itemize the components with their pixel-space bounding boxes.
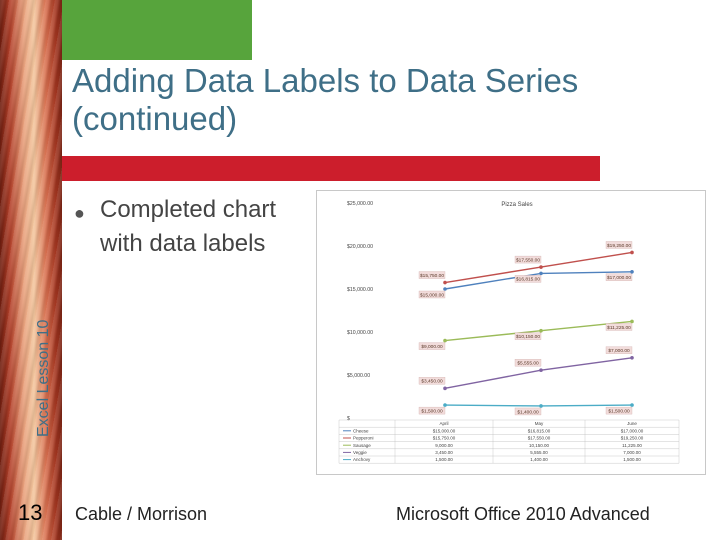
table-cell: 1,500.00	[623, 457, 641, 462]
data-label-box	[514, 407, 542, 416]
table-cell: 5,555.00	[530, 450, 548, 455]
data-label-box	[418, 342, 446, 350]
table-cell: 10,150.00	[529, 443, 550, 448]
data-label-box	[605, 241, 633, 249]
table-header: June	[627, 421, 637, 426]
table-cell: 7,000.00	[623, 450, 641, 455]
data-label-box	[418, 377, 446, 385]
data-point	[539, 368, 543, 373]
data-label-box	[418, 406, 446, 415]
table-cell: $15,750.00	[433, 436, 456, 441]
y-tick-label: $20,000.00	[347, 244, 373, 250]
red-accent-bar	[62, 156, 600, 181]
data-point	[630, 403, 634, 407]
table-cell: $15,000.00	[433, 428, 456, 433]
table-cell: 3,450.00	[435, 450, 453, 455]
data-label: $1,400.00	[517, 409, 539, 415]
table-cell: $16,815.00	[528, 428, 551, 433]
data-label: $11,225.00	[607, 325, 631, 331]
bullet-icon: ●	[74, 203, 85, 223]
data-label-box	[514, 332, 542, 340]
data-label: $19,250.00	[607, 243, 631, 249]
data-label: $1,500.00	[608, 408, 630, 414]
data-label: $15,000.00	[420, 292, 444, 298]
data-label: $15,750.00	[420, 273, 444, 279]
strip-texture	[0, 0, 62, 540]
plot-area: $15,000.00 $16,815.00 $17,000.00 $15,750.00…	[418, 241, 634, 416]
data-label: $10,150.00	[516, 334, 540, 340]
data-point	[443, 386, 447, 391]
data-label: $1,500.00	[421, 408, 443, 414]
table-header: April	[439, 421, 448, 426]
data-label-box	[605, 346, 633, 354]
data-label-box	[418, 271, 446, 279]
table-cell: 9,000.00	[435, 443, 453, 448]
data-table: April May June Cheese $15,000.00 $16,815.00 $1…	[338, 419, 680, 464]
table-cell: $17,000.00	[621, 428, 644, 433]
bullet-text: Completed chart with data labels	[100, 196, 277, 257]
decorative-strip	[0, 0, 62, 540]
slide-title: Adding Data Labels to Data Series (conti…	[72, 62, 579, 137]
y-tick-label: $5,000.00	[347, 373, 370, 379]
chart-image: Pizza Sales $25,000.00 $20,000.00 $15,000.…	[316, 190, 706, 475]
slide-number: 13	[18, 500, 43, 525]
green-accent-block	[62, 0, 252, 60]
pizza-sales-chart: Pizza Sales $25,000.00 $20,000.00 $15,000.…	[338, 201, 680, 464]
data-label: $3,450.00	[421, 379, 443, 385]
data-label-box	[418, 290, 446, 299]
data-label-box	[514, 275, 542, 283]
table-header: May	[535, 421, 544, 426]
y-tick-label: $10,000.00	[347, 330, 373, 336]
data-label-box	[605, 406, 633, 415]
y-tick-label: $15,000.00	[347, 287, 373, 293]
data-label: $16,815.00	[516, 277, 540, 283]
data-label-box	[605, 273, 633, 281]
table-cell: $19,250.00	[621, 436, 644, 441]
data-point	[443, 338, 447, 343]
data-point	[539, 265, 543, 269]
data-label-box	[514, 255, 542, 264]
data-point	[539, 271, 543, 276]
data-point	[443, 280, 447, 285]
data-point	[443, 403, 447, 407]
table-cell: $17,550.00	[528, 436, 551, 441]
data-point	[630, 319, 634, 324]
data-label: $17,550.00	[516, 257, 540, 263]
data-label: $7,000.00	[608, 348, 630, 354]
table-row-name: Cheese	[353, 428, 369, 433]
y-axis-labels: $25,000.00 $20,000.00 $15,000.00 $10,000.00…	[347, 201, 373, 422]
table-row-name: Pepperoni	[353, 436, 374, 441]
data-label-box	[605, 323, 633, 331]
y-tick-label: $	[347, 416, 350, 422]
data-point	[630, 356, 634, 360]
chart-title: Pizza Sales	[501, 202, 532, 208]
y-tick-label: $25,000.00	[347, 201, 373, 207]
data-point	[630, 250, 634, 255]
table-cell: 11,225.00	[622, 443, 642, 448]
table-row-name: Veggie	[353, 450, 367, 455]
title-panel	[62, 60, 720, 156]
lesson-label: Excel Lesson 10	[35, 319, 52, 437]
data-point	[539, 404, 543, 408]
data-point	[630, 270, 634, 274]
data-point	[443, 287, 447, 291]
footer-course: Microsoft Office 2010 Advanced	[396, 504, 650, 524]
data-label-box	[514, 359, 542, 367]
data-label: $17,000.00	[607, 275, 631, 281]
footer-authors: Cable / Morrison	[75, 504, 208, 524]
table-cell: 1,400.00	[530, 457, 548, 462]
data-label: $9,000.00	[421, 344, 443, 350]
table-cell: 1,500.00	[435, 457, 453, 462]
series-line	[444, 404, 633, 407]
data-label: $5,555.00	[517, 361, 539, 367]
data-point	[539, 328, 543, 333]
table-row-name: Anchovy	[353, 457, 371, 462]
table-row-name: Sausage	[353, 443, 371, 448]
